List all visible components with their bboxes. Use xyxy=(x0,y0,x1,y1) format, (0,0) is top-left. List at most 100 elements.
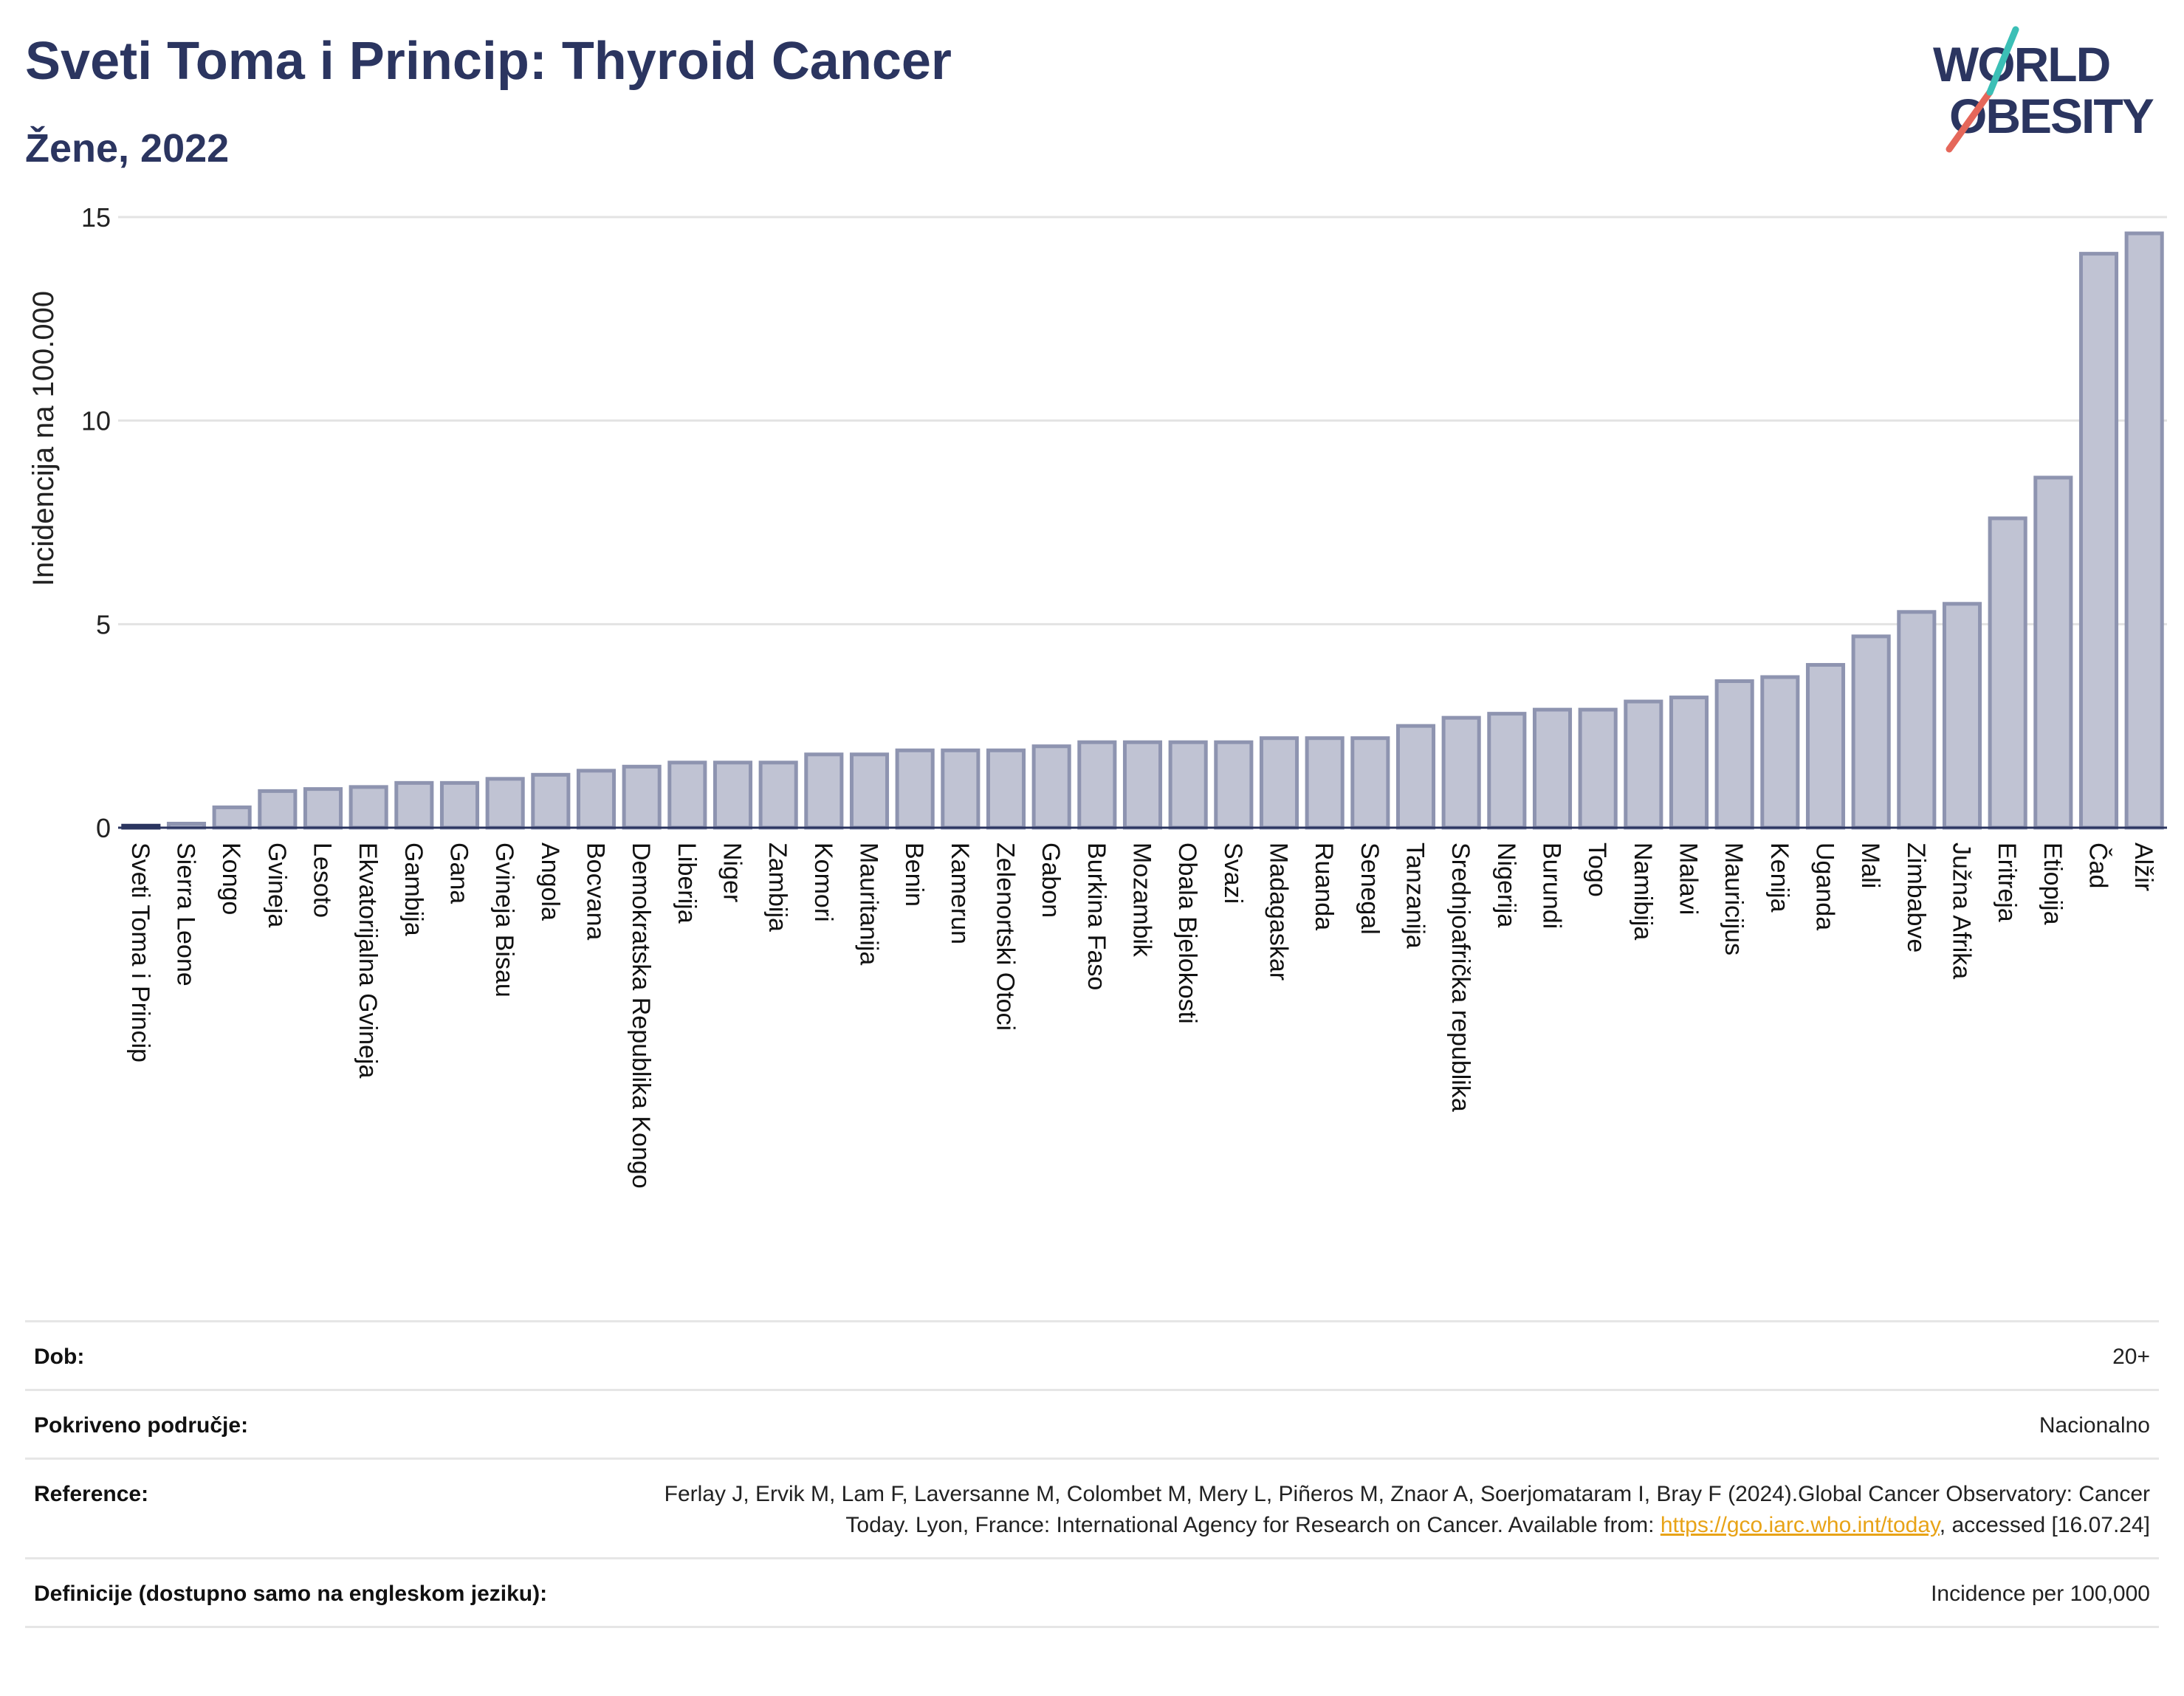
x-tick-label: Komori xyxy=(809,842,837,922)
x-tick-label: Nigerija xyxy=(1492,842,1520,927)
bar xyxy=(1714,679,1754,830)
bar xyxy=(394,780,434,830)
bar xyxy=(895,748,935,830)
bar xyxy=(1988,516,2027,830)
bar xyxy=(1942,602,1982,830)
page-title: Sveti Toma i Princip: Thyroid Cancer xyxy=(25,32,952,91)
bar xyxy=(2033,476,2073,830)
x-tick-label: Burundi xyxy=(1538,842,1566,929)
x-tick-label: Kongo xyxy=(217,842,245,915)
bar xyxy=(1168,740,1208,830)
bar xyxy=(258,789,298,830)
bar xyxy=(1395,724,1436,830)
meta-value: Incidence per 100,000 xyxy=(1931,1582,2150,1606)
bar xyxy=(849,752,890,830)
meta-label: Definicije (dostupno samo na engleskom j… xyxy=(34,1582,548,1606)
bar xyxy=(622,764,662,830)
x-axis-tick-labels: Sveti Toma i Princip Sierra Leone Kongo Gvi… xyxy=(126,842,2157,1189)
x-tick-label: Eritreja xyxy=(1993,842,2021,922)
x-tick-label: Sierra Leone xyxy=(172,842,200,986)
x-tick-label: Zelenortski Otoci xyxy=(992,842,1020,1031)
x-tick-label: Gana xyxy=(445,842,473,904)
bar xyxy=(712,761,753,830)
x-tick-label: Srednjoafrička republika xyxy=(1446,842,1474,1112)
bar xyxy=(1441,715,1481,830)
x-tick-label: Zimbabve xyxy=(1902,842,1930,952)
bar xyxy=(1805,662,1846,830)
metadata-table: Dob: 20+ Pokriveno područje: Nacionalno … xyxy=(25,1320,2159,1628)
bar xyxy=(1077,740,1117,830)
meta-row-age: Dob: 20+ xyxy=(25,1320,2159,1389)
bar xyxy=(531,772,571,830)
y-axis-label: Incidencija na 100.000 xyxy=(27,291,60,586)
bar xyxy=(1031,744,1071,830)
x-tick-label: Malavi xyxy=(1675,842,1703,915)
x-tick-label: Obala Bjelokosti xyxy=(1173,842,1201,1024)
meta-label: Dob: xyxy=(34,1345,85,1369)
x-tick-label: Alžir xyxy=(2129,842,2157,891)
x-tick-label: Gvineja Bisau xyxy=(490,842,518,998)
meta-label: Pokriveno područje: xyxy=(34,1413,249,1438)
bar xyxy=(1532,707,1573,830)
y-tick-label: 10 xyxy=(81,406,111,436)
bar xyxy=(2124,231,2164,830)
bar xyxy=(1487,712,1527,830)
x-tick-label: Tanzanija xyxy=(1401,842,1429,949)
x-tick-label: Burkina Faso xyxy=(1082,842,1110,990)
bar xyxy=(1851,634,1891,830)
meta-label: Reference: xyxy=(34,1482,149,1506)
bar xyxy=(2078,252,2119,830)
world-obesity-logo: WORLD OBESITY xyxy=(1933,26,2155,153)
bar xyxy=(1122,740,1163,830)
reference-accessed: , accessed [16.07.24] xyxy=(1939,1513,2150,1537)
bar xyxy=(576,769,617,830)
bar xyxy=(1214,740,1254,830)
x-tick-label: Liberija xyxy=(673,842,701,924)
y-tick-label: 0 xyxy=(96,813,111,843)
x-tick-label: Uganda xyxy=(1811,842,1839,930)
x-tick-label: Niger xyxy=(718,842,746,902)
meta-value: 20+ xyxy=(2112,1345,2150,1369)
x-tick-label: Kamerun xyxy=(946,842,974,944)
bar xyxy=(986,748,1026,830)
x-tick-label: Gabon xyxy=(1037,842,1065,918)
x-tick-label: Kenija xyxy=(1765,842,1793,913)
meta-value: Nacionalno xyxy=(2039,1413,2150,1438)
x-tick-label: Mali xyxy=(1856,842,1884,888)
bar-chart: 0 5 10 15 Incidencija na 100.000 Sveti Toma… xyxy=(27,202,2167,1189)
x-tick-label: Svazi xyxy=(1219,842,1247,904)
x-tick-label: Bocvana xyxy=(582,842,610,940)
bar xyxy=(1897,610,1937,830)
bar xyxy=(348,785,388,830)
meta-row-coverage: Pokriveno područje: Nacionalno xyxy=(25,1389,2159,1458)
x-tick-label: Mozambik xyxy=(1128,842,1156,958)
x-tick-label: Mauricijus xyxy=(1720,842,1748,955)
x-tick-label: Etiopija xyxy=(2039,842,2067,925)
reference-link[interactable]: https://gco.iarc.who.int/today xyxy=(1660,1513,1940,1537)
bar xyxy=(1350,736,1390,830)
x-tick-label: Južna Afrika xyxy=(1948,842,1976,979)
bar xyxy=(1259,736,1299,830)
x-tick-label: Sveti Toma i Princip xyxy=(126,842,154,1062)
x-tick-label: Mauritanija xyxy=(855,842,883,965)
x-tick-label: Ekvatorijalna Gvineja xyxy=(354,842,382,1078)
bar xyxy=(303,787,343,830)
bar xyxy=(212,805,252,830)
x-tick-label: Namibija xyxy=(1629,842,1657,940)
x-tick-label: Demokratska Republika Kongo xyxy=(627,842,655,1189)
x-tick-label: Togo xyxy=(1583,842,1611,897)
x-tick-label: Zambija xyxy=(763,842,791,932)
meta-row-reference: Reference: Ferlay J, Ervik M, Lam F, Lav… xyxy=(25,1458,2159,1557)
bar xyxy=(1624,699,1663,830)
bar xyxy=(667,761,707,830)
y-tick-label: 15 xyxy=(81,202,111,233)
bar xyxy=(439,780,480,830)
x-tick-label: Senegal xyxy=(1356,842,1384,935)
x-tick-label: Madagaskar xyxy=(1265,842,1293,981)
bar xyxy=(485,777,525,830)
x-tick-label: Gambija xyxy=(399,842,427,936)
y-axis-ticks: 0 5 10 15 xyxy=(81,202,111,843)
reference-text: Ferlay J, Ervik M, Lam F, Laversanne M, … xyxy=(664,1482,2150,1537)
page-subtitle: Žene, 2022 xyxy=(25,126,230,171)
svg-text:WORLD: WORLD xyxy=(1933,37,2109,92)
